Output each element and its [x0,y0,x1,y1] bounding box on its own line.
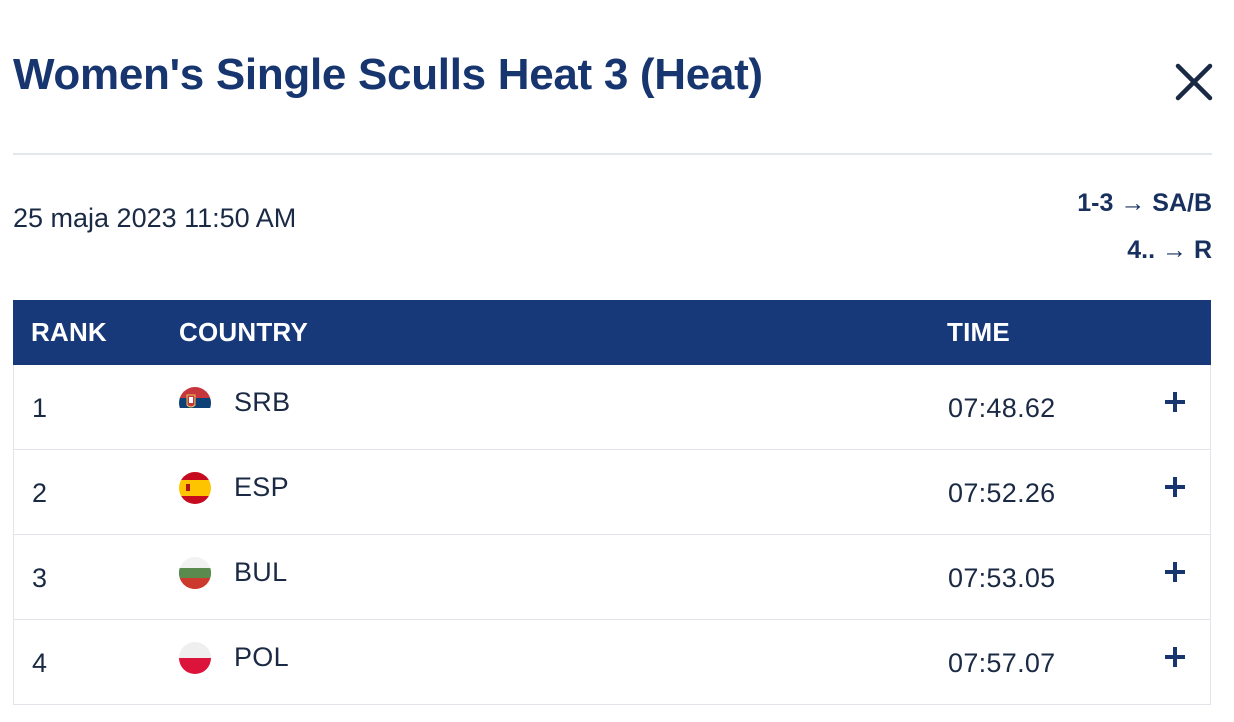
table-row[interactable]: 2 ESP 07:52.26 [13,450,1211,535]
race-date: 25 maja 2023 11:50 AM [13,203,297,233]
expand-row-button[interactable] [1162,474,1188,500]
table-row[interactable]: 3 BUL 07:53.05 [13,535,1211,620]
time-cell: 07:52.26 [948,478,1056,508]
results-table: RANK COUNTRY TIME 1 SRB 07:48.62 [13,300,1211,705]
progression-target: SA/B [1152,189,1212,217]
close-icon[interactable] [1168,56,1220,108]
country-column-header: COUNTRY [179,317,308,347]
table-header: RANK COUNTRY TIME [13,300,1211,365]
table-row[interactable]: 4 POL 07:57.07 [13,620,1211,705]
country-code: POL [234,642,289,672]
country-code: ESP [234,472,289,502]
bulgaria-flag-icon [179,557,211,589]
rank-cell: 4 [32,648,48,678]
time-cell: 07:48.62 [948,393,1056,423]
progression-rules: 1-3 → SA/B 4.. → R [1077,180,1212,274]
rank-column-header: RANK [31,317,107,347]
progression-places: 1-3 [1077,189,1114,217]
plus-icon[interactable] [1162,644,1188,670]
rank-cell: 2 [32,478,48,508]
spain-flag-icon [179,472,211,504]
arrow-right-icon: → [1161,236,1187,264]
country-code: SRB [234,387,291,417]
plus-icon[interactable] [1162,389,1188,415]
rank-cell: 1 [32,393,48,423]
expand-row-button[interactable] [1162,389,1188,415]
progression-target: R [1193,236,1212,264]
progression-rule: 1-3 → SA/B [1077,180,1212,227]
table-row[interactable]: 1 SRB 07:48.62 [13,365,1211,450]
poland-flag-icon [179,642,211,674]
progression-rule: 4.. → R [1077,227,1212,274]
serbia-flag-icon [179,387,211,419]
modal-title: Women's Single Sculls Heat 3 (Heat) [13,50,763,99]
time-cell: 07:53.05 [948,563,1056,593]
plus-icon[interactable] [1162,559,1188,585]
expand-row-button[interactable] [1162,559,1188,585]
time-cell: 07:57.07 [948,648,1056,678]
progression-places: 4.. [1127,236,1156,264]
expand-row-button[interactable] [1162,644,1188,670]
country-code: BUL [234,557,288,587]
header-divider [13,153,1212,155]
rank-cell: 3 [32,563,48,593]
arrow-right-icon: → [1120,189,1146,217]
time-column-header: TIME [947,317,1010,347]
close-button[interactable] [1168,56,1220,108]
plus-icon[interactable] [1162,474,1188,500]
